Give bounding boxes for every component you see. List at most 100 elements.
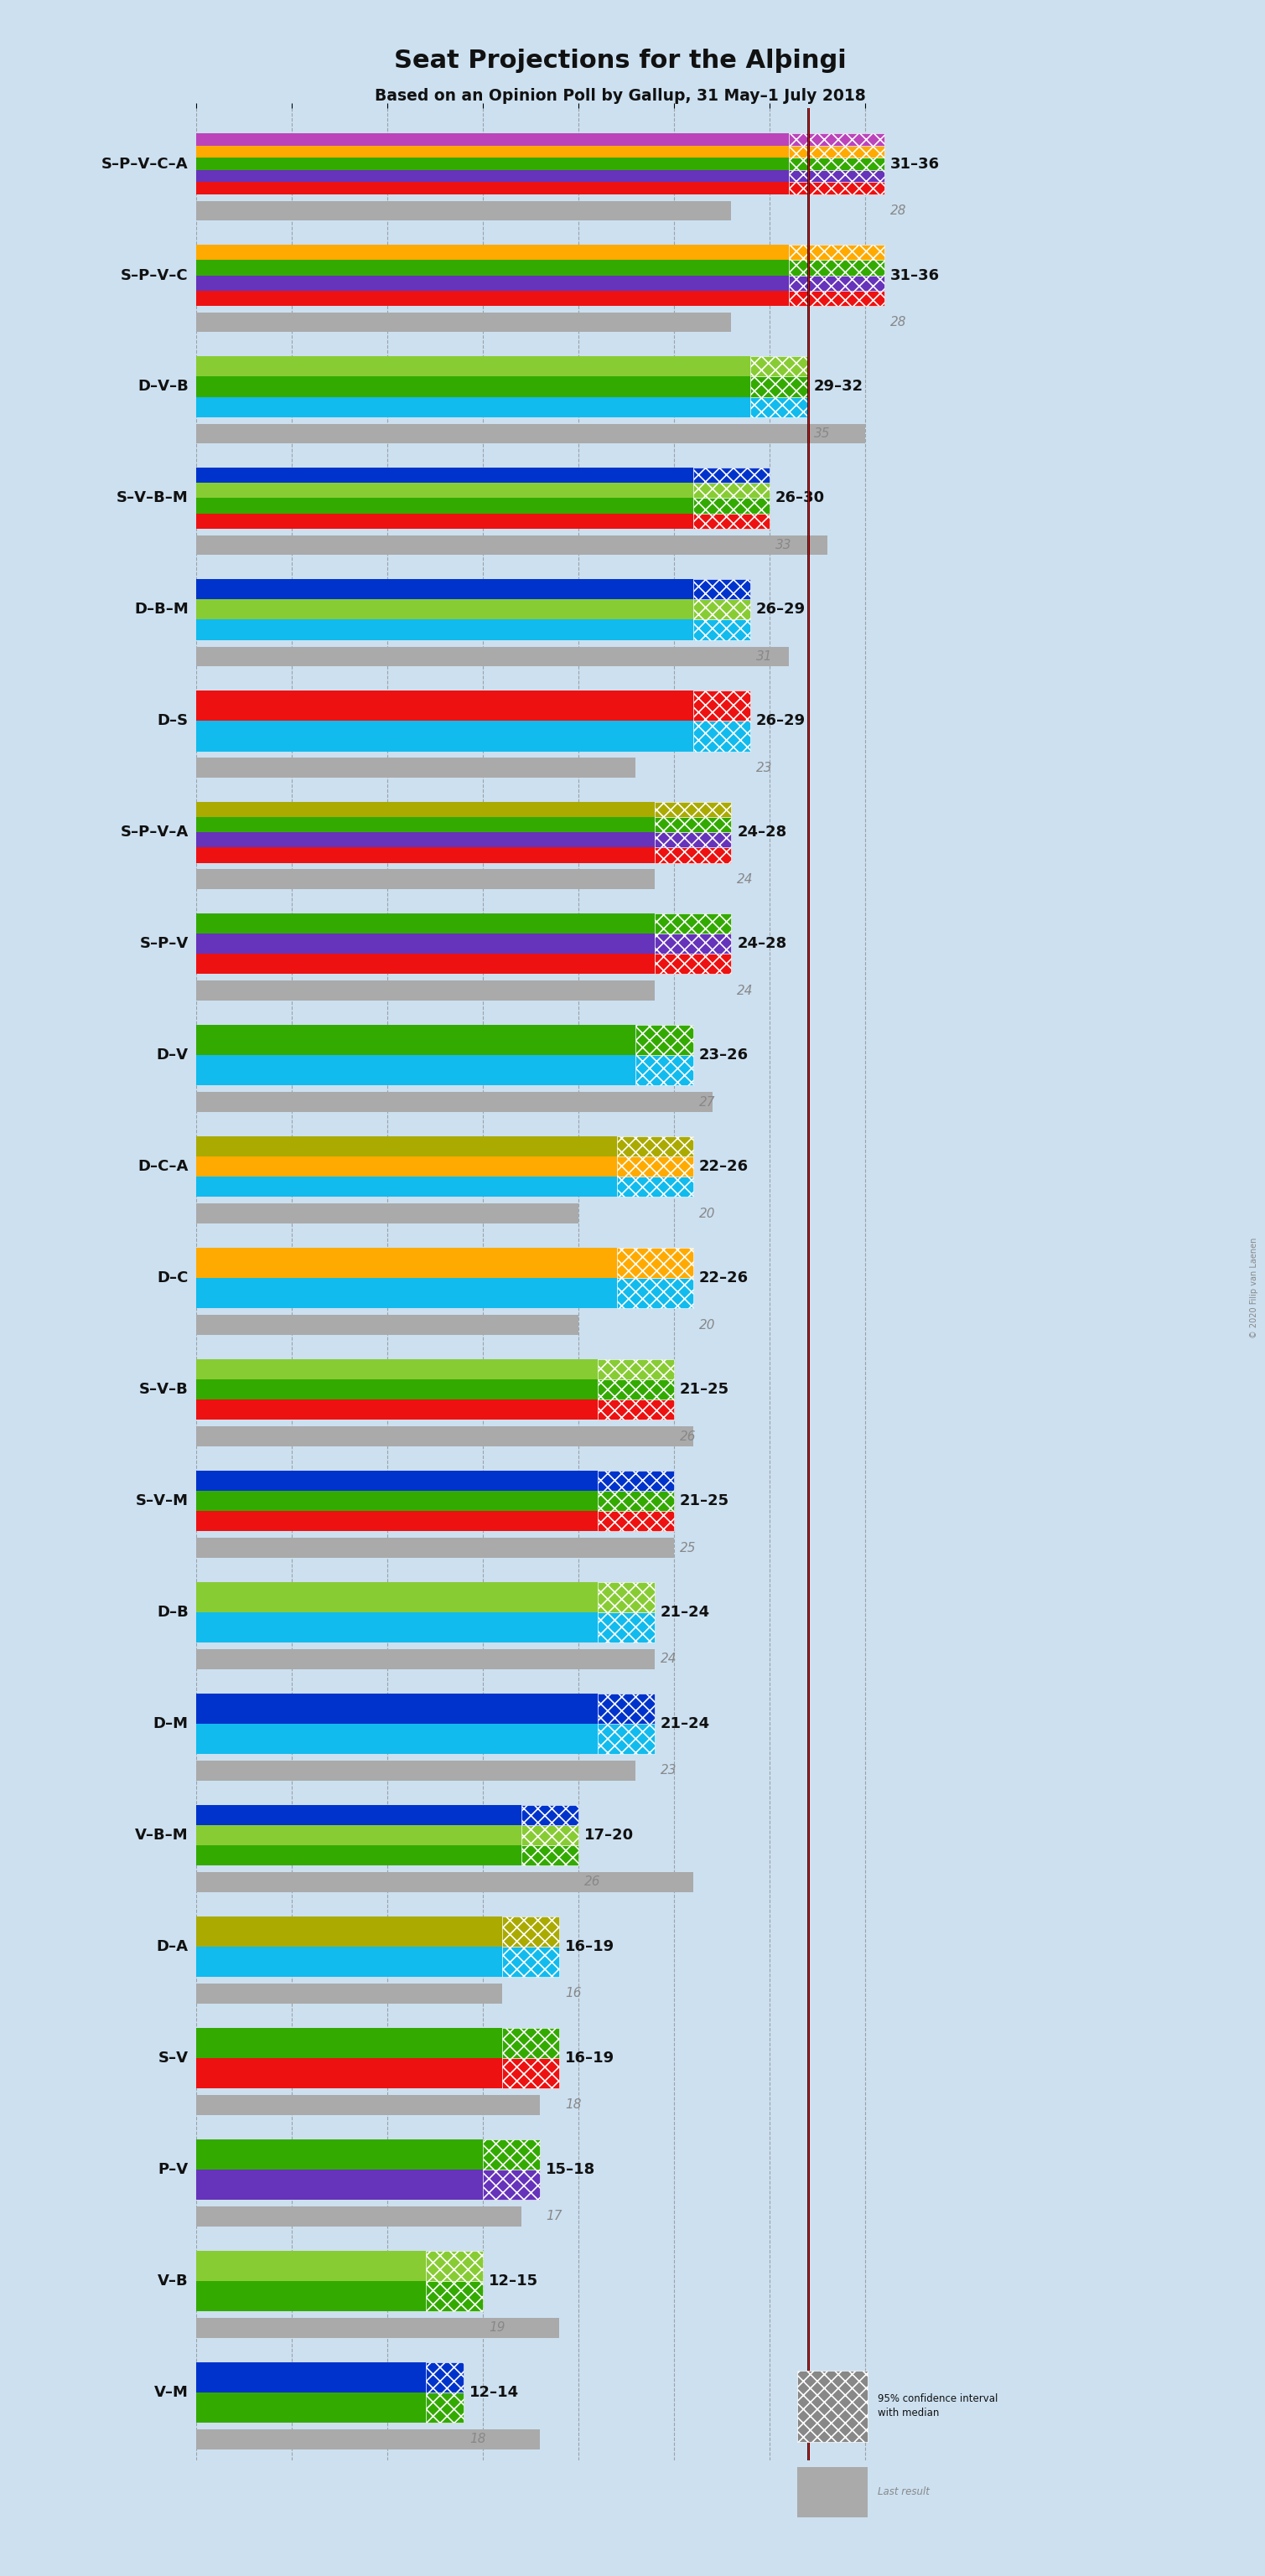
Bar: [196, 1723, 597, 1754]
Bar: [502, 2058, 559, 2089]
Text: 26: 26: [584, 1875, 601, 1888]
Text: Seat Projections for the Alþingi: Seat Projections for the Alþingi: [393, 49, 846, 72]
Bar: [196, 1759, 636, 1780]
Bar: [616, 1136, 693, 1157]
Text: D–M: D–M: [153, 1716, 188, 1731]
Bar: [521, 1824, 578, 1844]
Text: D–B–M: D–B–M: [134, 603, 188, 618]
Bar: [196, 757, 636, 778]
Bar: [597, 1582, 655, 1613]
Bar: [196, 1314, 578, 1334]
Bar: [196, 2027, 502, 2058]
Bar: [196, 690, 693, 721]
Text: 31–36: 31–36: [891, 157, 940, 173]
Text: 20: 20: [698, 1319, 715, 1332]
Text: S–P–V–C–A: S–P–V–C–A: [101, 157, 188, 173]
Bar: [196, 2362, 425, 2393]
Bar: [196, 2138, 483, 2169]
Text: 26–30: 26–30: [775, 489, 825, 505]
Bar: [789, 170, 884, 183]
Bar: [196, 1649, 655, 1669]
Bar: [196, 355, 750, 376]
Bar: [502, 1917, 559, 1947]
Bar: [196, 1427, 693, 1445]
Bar: [196, 134, 789, 147]
Bar: [196, 621, 693, 639]
Bar: [196, 1157, 616, 1177]
Text: 22–26: 22–26: [698, 1159, 749, 1175]
Text: 24–28: 24–28: [737, 824, 787, 840]
Bar: [425, 2280, 483, 2311]
Bar: [196, 868, 655, 889]
Bar: [196, 1538, 674, 1558]
Text: S–V–B–M: S–V–B–M: [116, 489, 188, 505]
Bar: [636, 1025, 693, 1056]
Bar: [196, 1136, 616, 1157]
Bar: [789, 157, 884, 170]
Text: D–C: D–C: [157, 1270, 188, 1285]
Bar: [196, 2318, 559, 2336]
Text: 35: 35: [813, 428, 830, 440]
Bar: [196, 1917, 502, 1947]
Bar: [797, 2370, 868, 2442]
Text: D–V: D–V: [157, 1048, 188, 1064]
Bar: [196, 1399, 597, 1419]
Bar: [196, 2393, 425, 2421]
Bar: [196, 1492, 597, 1512]
Bar: [196, 1247, 616, 1278]
Text: 23: 23: [660, 1765, 677, 1777]
Bar: [196, 276, 789, 291]
Bar: [196, 201, 731, 222]
Text: D–A: D–A: [157, 1940, 188, 1955]
Bar: [196, 497, 693, 513]
Text: 19: 19: [488, 2321, 505, 2334]
Text: 17–20: 17–20: [584, 1826, 634, 1842]
Bar: [597, 1723, 655, 1754]
Bar: [789, 245, 884, 260]
Bar: [693, 469, 769, 482]
Text: Based on an Opinion Poll by Gallup, 31 May–1 July 2018: Based on an Opinion Poll by Gallup, 31 M…: [374, 88, 865, 103]
Bar: [750, 397, 808, 417]
Text: 31–36: 31–36: [891, 268, 940, 283]
Bar: [196, 170, 789, 183]
Bar: [196, 801, 655, 817]
Bar: [196, 832, 655, 848]
Bar: [750, 355, 808, 376]
Bar: [196, 600, 693, 621]
Text: 17: 17: [546, 2210, 563, 2223]
Bar: [196, 183, 789, 193]
Bar: [597, 1378, 674, 1399]
Text: 24: 24: [737, 984, 754, 997]
Bar: [196, 245, 789, 260]
Bar: [616, 1247, 693, 1278]
Text: S–P–V–C: S–P–V–C: [121, 268, 188, 283]
Bar: [196, 2058, 502, 2089]
Bar: [616, 1177, 693, 1198]
Bar: [196, 1844, 521, 1865]
Text: 27: 27: [698, 1095, 715, 1108]
Bar: [196, 469, 693, 482]
Bar: [789, 134, 884, 147]
Text: 15–18: 15–18: [546, 2161, 596, 2177]
Bar: [693, 497, 769, 513]
Bar: [789, 260, 884, 276]
Bar: [693, 600, 750, 621]
Bar: [693, 721, 750, 752]
Text: S–V–M: S–V–M: [135, 1494, 188, 1510]
Bar: [750, 376, 808, 397]
Bar: [196, 1947, 502, 1976]
Text: 28: 28: [891, 204, 907, 216]
Bar: [425, 2393, 464, 2421]
Text: 21–24: 21–24: [660, 1605, 710, 1620]
Text: 18: 18: [469, 2432, 486, 2445]
Text: 31: 31: [756, 649, 773, 662]
Bar: [196, 2169, 483, 2200]
Text: 16–19: 16–19: [565, 1940, 615, 1955]
Bar: [196, 1177, 616, 1198]
Bar: [196, 933, 655, 953]
Text: 21–25: 21–25: [679, 1381, 730, 1396]
Bar: [616, 1278, 693, 1309]
Text: 24–28: 24–28: [737, 935, 787, 951]
Text: 29–32: 29–32: [813, 379, 863, 394]
Bar: [196, 1806, 521, 1824]
